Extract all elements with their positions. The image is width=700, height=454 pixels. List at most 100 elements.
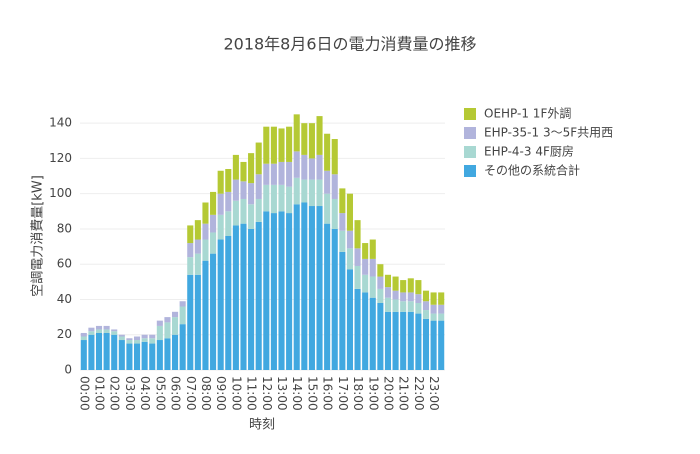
x-tick-label: 12:00 [260, 376, 274, 411]
bar-segment [210, 253, 217, 370]
x-tick-label: 04:00 [138, 376, 152, 411]
x-tick-label: 17:00 [336, 376, 350, 411]
bar-segment [118, 334, 125, 337]
bar-segment [316, 154, 323, 180]
bar-segment [339, 251, 346, 370]
bar-segment [278, 161, 285, 185]
bar-segment [331, 228, 338, 370]
bar-segment [210, 191, 217, 215]
legend-swatch [464, 146, 476, 158]
bar-segment [217, 193, 224, 215]
bar-segment [362, 292, 369, 370]
y-tick-label: 120 [49, 151, 72, 165]
bar-segment [80, 336, 87, 341]
x-tick-label: 05:00 [153, 376, 167, 411]
x-tick-label: 11:00 [245, 376, 259, 411]
y-tick-label: 100 [49, 186, 72, 200]
bar-segment [438, 320, 445, 370]
bar-segment [225, 211, 232, 236]
bar-segment [422, 310, 430, 319]
bar-segment [407, 292, 414, 302]
bar-segment [346, 248, 353, 270]
bar-segment [362, 243, 369, 259]
bar-segment [324, 133, 331, 171]
bar-segment [354, 288, 361, 370]
bar-segment [156, 320, 163, 326]
bar-segment [308, 158, 315, 180]
bar-segment [270, 126, 277, 164]
legend-label: EHP-4-3 4F厨房 [484, 144, 574, 159]
bar-segment [331, 198, 338, 229]
bar-segment [225, 191, 232, 212]
bar-segment [255, 174, 262, 199]
bar-segment [240, 198, 247, 224]
bar-segment [346, 269, 353, 370]
bar-segment [369, 297, 376, 370]
x-tick-label: 10:00 [229, 376, 243, 411]
bar-segment [263, 184, 270, 212]
bar-segment [422, 318, 430, 370]
x-tick-label: 06:00 [169, 376, 183, 411]
bar-segment [255, 221, 262, 370]
bar-segment [217, 214, 224, 240]
bar-segment [422, 290, 430, 302]
bar-segment [384, 274, 392, 288]
bar-segment [202, 202, 209, 224]
bar-segment [88, 327, 95, 332]
bar-segment [270, 213, 277, 370]
bar-segment [415, 313, 422, 370]
bar-segment [88, 331, 95, 335]
x-tick-label: 23:00 [427, 376, 441, 411]
bar-segment [400, 280, 407, 293]
bar-segment [118, 336, 125, 341]
y-tick-label: 60 [57, 257, 72, 271]
bar-segment [80, 332, 87, 337]
bar-segment [240, 161, 247, 182]
bar-segment [194, 253, 201, 275]
bar-segment [377, 288, 384, 303]
bar-segment [286, 161, 293, 187]
bar-segment [331, 174, 338, 199]
bar-segment [149, 343, 156, 370]
bar-segment [172, 311, 179, 318]
x-tick-label: 21:00 [397, 376, 411, 411]
bar-segment [141, 334, 148, 339]
bar-segment [377, 276, 384, 289]
bar-segment [438, 292, 445, 305]
bar-segment [316, 206, 323, 370]
bar-segment [430, 320, 437, 370]
bar-segment [415, 280, 422, 295]
y-tick-label: 80 [57, 221, 72, 235]
bar-segment [316, 179, 323, 207]
y-tick-label: 140 [49, 116, 72, 130]
bar-segment [111, 334, 118, 370]
bar-segment [164, 317, 171, 323]
bar-segment [141, 338, 148, 342]
bar-segment [293, 151, 300, 178]
x-tick-label: 20:00 [381, 376, 395, 411]
bar-segment [232, 200, 239, 226]
bar-segment [369, 239, 376, 259]
bar-segment [331, 139, 338, 175]
bar-segment [339, 230, 346, 252]
bar-segment [255, 142, 262, 175]
bar-segment [392, 299, 399, 312]
bar-segment [384, 297, 392, 312]
bar-segment [248, 204, 255, 229]
bar-segment [438, 313, 445, 321]
bar-segment [407, 278, 414, 293]
bar-segment [232, 154, 239, 180]
chart-title: 2018年8月6日の電力消費量の推移 [223, 35, 476, 54]
bar-segment [225, 236, 232, 370]
bar-segment [369, 258, 376, 277]
bar-segment [415, 303, 422, 314]
bar-segment [400, 292, 407, 302]
bar-segment [187, 225, 194, 244]
bar-segment [293, 177, 300, 205]
bar-segment [210, 214, 217, 233]
x-tick-label: 15:00 [305, 376, 319, 411]
bar-segment [179, 324, 186, 370]
bar-segment [339, 188, 346, 214]
bar-segment [400, 311, 407, 370]
bar-segment [430, 292, 437, 305]
